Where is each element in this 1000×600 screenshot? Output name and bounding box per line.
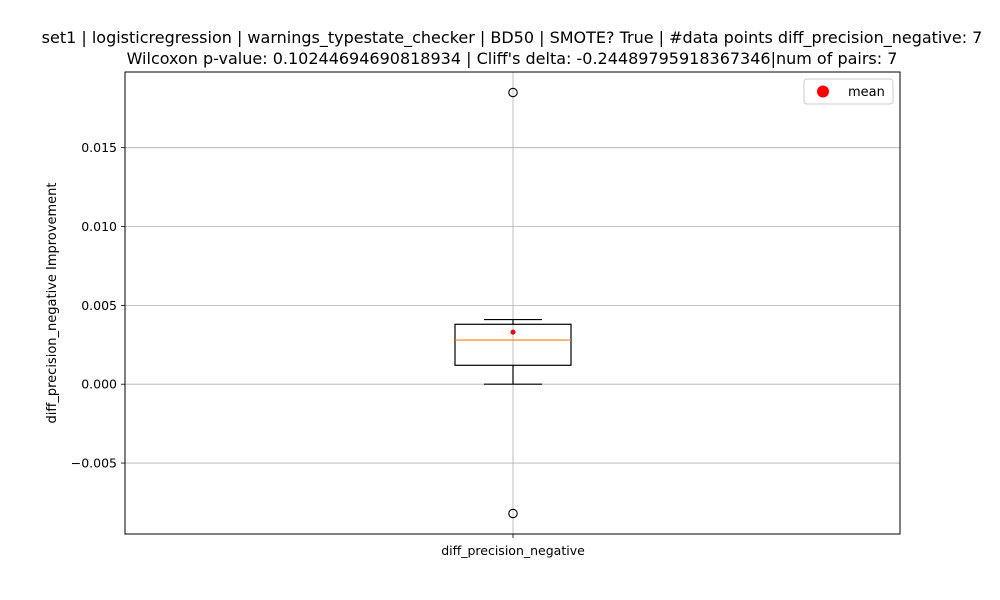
chart-title-line-1: set1 | logisticregression | warnings_typ… — [42, 28, 983, 48]
legend: mean — [803, 78, 894, 105]
outlier-point — [508, 87, 518, 98]
legend-mean-label: mean — [848, 85, 885, 100]
tick-layer: −0.005 0.000 0.005 0.010 0.015 diff_precision… — [71, 140, 585, 558]
grid-layer — [125, 72, 900, 534]
mean-marker — [510, 329, 516, 335]
legend-mean-marker — [817, 85, 829, 98]
chart-title-line-2: Wilcoxon p-value: 0.10244694690818934 | … — [127, 49, 898, 68]
x-tick-label: diff_precision_negative — [441, 543, 585, 558]
y-tick-label: 0.000 — [81, 377, 117, 392]
legend-frame — [803, 78, 894, 105]
y-tick-label: 0.005 — [81, 298, 117, 313]
plot-area — [125, 72, 900, 534]
interquartile-box — [454, 323, 572, 366]
box-layer — [454, 87, 572, 519]
y-tick-label: −0.005 — [71, 456, 117, 471]
y-tick-label: 0.010 — [81, 219, 117, 234]
y-tick-label: 0.015 — [81, 140, 117, 155]
y-axis-label: diff_precision_negative Improvement — [45, 183, 60, 424]
plot-frame — [124, 71, 901, 535]
outlier-point — [508, 508, 518, 519]
